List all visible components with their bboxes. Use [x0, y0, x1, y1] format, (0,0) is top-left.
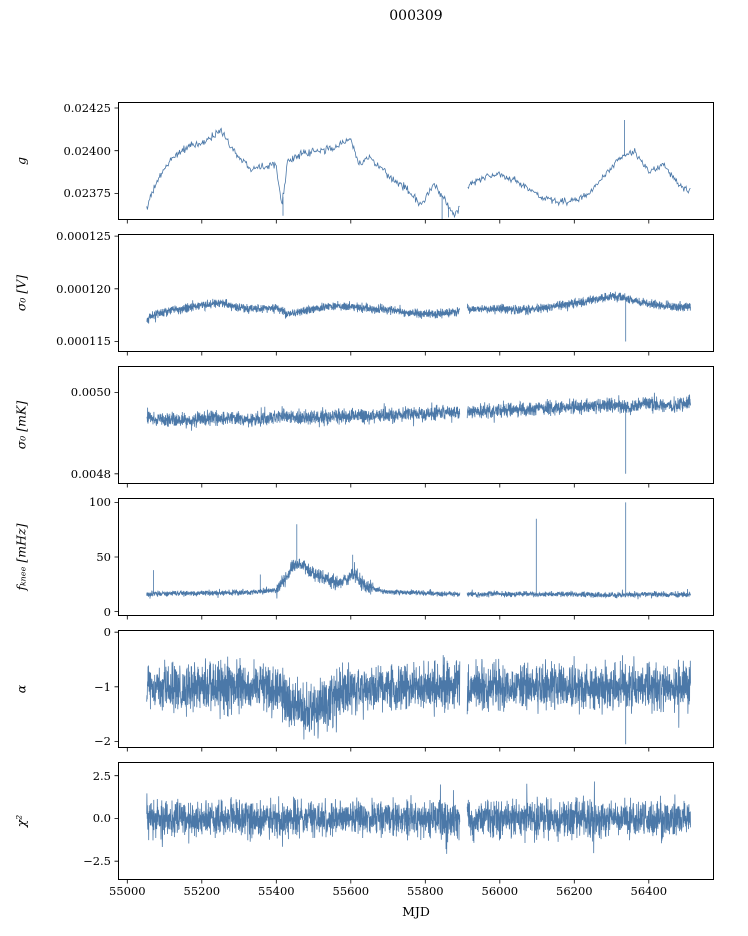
x-tick-label: 55000 [109, 884, 146, 898]
plot-area-g [114, 102, 714, 224]
x-tick-label: 55200 [183, 884, 221, 898]
plot-area-sigma0-v [114, 234, 714, 356]
y-tick-label: 0.000120 [56, 281, 111, 296]
y-tick-label: 0.0048 [70, 466, 111, 481]
y-axis-label-fknee: fₖₙₑₑ [mHz] [13, 523, 29, 591]
y-tick-label: 0.0 [92, 811, 111, 826]
tick-marks [114, 502, 650, 620]
y-axis-label-sigma0-v: σ₀ [V] [13, 274, 29, 312]
figure-title: 000309 [389, 8, 443, 24]
y-tick-label: 0.0050 [70, 385, 111, 400]
x-tick-label: 55400 [258, 884, 295, 898]
axes-frame [118, 366, 714, 484]
panel-g: 0.02375 0.02400 0.02425 g [14, 101, 714, 224]
plot-area-alpha [114, 630, 714, 752]
panel-alpha: 0 −1 −2 α [14, 625, 714, 752]
axes-frame [118, 498, 714, 616]
series-line-sigma0-mk [146, 392, 691, 474]
y-tick-label: 0 [103, 604, 111, 619]
panel-sigma0-mk: 0.0048 0.0050 σ₀ [mK] [14, 366, 714, 488]
tick-marks [114, 235, 650, 356]
tick-marks [114, 107, 650, 224]
axes-frame [118, 234, 714, 352]
series-line-chi2 [146, 781, 691, 854]
plot-area-chi2 [114, 762, 714, 884]
y-axis-label-alpha: α [13, 684, 29, 694]
y-tick-label: 0.02425 [63, 100, 111, 115]
plot-area-sigma0-mk [114, 366, 714, 488]
x-tick-label: 55600 [332, 884, 370, 898]
x-tick-labels: 55000 55200 55400 55600 55800 56000 56200 56400 [109, 884, 714, 900]
series-line-sigma0-v [146, 291, 691, 342]
y-tick-label: 0.000125 [56, 229, 111, 244]
y-tick-label: 2.5 [92, 768, 111, 783]
panel-sigma0-v: 0.000115 0.000120 0.000125 σ₀ [V] [14, 229, 714, 356]
x-axis-label: MJD [402, 904, 430, 919]
x-tick-label: 56200 [556, 884, 593, 898]
y-tick-label: 0.02375 [63, 186, 111, 201]
tick-marks [114, 775, 650, 884]
axes-frame [118, 762, 714, 880]
x-tick-label: 56000 [481, 884, 519, 898]
y-axis-label-g: g [13, 156, 29, 166]
tick-marks [114, 631, 650, 752]
y-axis-label-sigma0-mk: σ₀ [mK] [13, 400, 29, 450]
series-line-fknee [146, 502, 691, 600]
y-tick-label: −2 [94, 734, 111, 749]
y-tick-label: 0.000115 [56, 334, 111, 349]
tick-marks [114, 392, 650, 488]
x-tick-label: 55800 [407, 884, 444, 898]
plot-area-fknee [114, 498, 714, 620]
y-axis-label-chi2: χ² [13, 814, 29, 828]
y-tick-label: 100 [89, 495, 111, 510]
series-line-alpha [146, 655, 691, 745]
y-tick-label: 0.02400 [63, 143, 111, 158]
axes-frame [118, 630, 714, 748]
y-tick-label: 50 [96, 550, 111, 564]
y-tick-label: −1 [94, 679, 111, 694]
series-line-g [146, 120, 691, 220]
panel-chi2: 2.5 0.0 −2.5 χ² [14, 762, 714, 884]
axes-frame [118, 102, 714, 220]
y-tick-label: 0 [103, 625, 111, 640]
panel-fknee: 0 50 100 fₖₙₑₑ [mHz] [14, 495, 714, 620]
y-tick-label: −2.5 [83, 854, 111, 869]
x-tick-label: 56400 [630, 884, 668, 898]
